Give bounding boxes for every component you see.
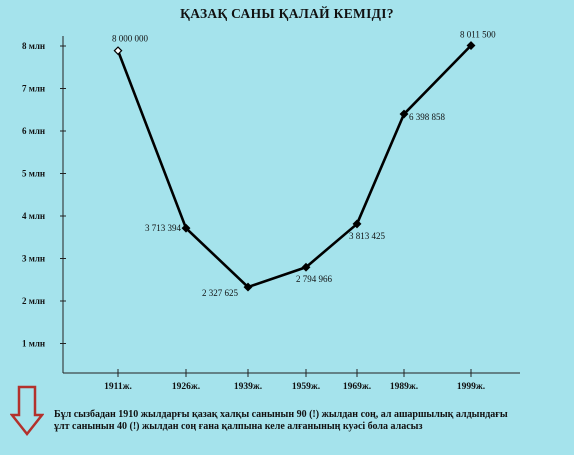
- data-point: [466, 41, 476, 50]
- data-label: 8 000 000: [112, 34, 149, 44]
- series-line: [116, 44, 472, 289]
- data-point: [399, 109, 409, 119]
- data-label: 3 713 394: [145, 223, 182, 233]
- x-tick-label: 1989ж.: [390, 382, 418, 392]
- x-tick-label: 1999ж.: [457, 382, 485, 392]
- caption-note: Бұл сызбадан 1910 жылдарғы қазақ халқы с…: [54, 409, 564, 433]
- data-point: [113, 46, 123, 56]
- data-point: [243, 282, 253, 292]
- x-tick-label: 1939ж.: [234, 382, 262, 392]
- data-point: [301, 262, 311, 272]
- data-label: 2 327 625: [202, 288, 239, 298]
- chart-title: ҚАЗАҚ САНЫ ҚАЛАЙ КЕМІДІ?: [180, 6, 394, 21]
- data-point: [181, 223, 191, 233]
- data-label: 6 398 858: [409, 112, 446, 122]
- data-label: 3 813 425: [349, 231, 386, 241]
- chart-axes: 1 млн 2 млн 3 млн 4 млн 5 млн 6 млн 7 млн 8 млн…: [22, 36, 520, 392]
- caption-line-2: ұлт санынын 40 (!) жылдан соң ғана қалпы…: [54, 421, 423, 432]
- chart-data-labels: 8 000 000 3 713 394 2 327 625 2 794 966 3 81…: [112, 30, 496, 299]
- y-tick-label: 6 млн: [22, 126, 45, 136]
- chart-series: [113, 41, 476, 292]
- line-chart: 1 млн 2 млн 3 млн 4 млн 5 млн 6 млн 7 млн 8 млн…: [22, 30, 520, 392]
- data-point: [352, 219, 362, 229]
- x-tick-label: 1959ж.: [292, 382, 320, 392]
- data-label: 2 794 966: [296, 274, 333, 284]
- y-tick-label: 4 млн: [22, 211, 45, 221]
- caption-line-1: Бұл сызбадан 1910 жылдарғы қазақ халқы с…: [54, 409, 508, 420]
- x-tick-label: 1911ж.: [104, 382, 132, 392]
- y-tick-label: 3 млн: [22, 254, 45, 264]
- y-tick-label: 8 млн: [22, 41, 45, 51]
- x-tick-label: 1926ж.: [172, 382, 200, 392]
- y-tick-label: 7 млн: [22, 84, 45, 94]
- data-label: 8 011 500: [460, 30, 496, 40]
- y-tick-label: 2 млн: [22, 296, 45, 306]
- y-tick-label: 5 млн: [22, 169, 45, 179]
- y-tick-label: 1 млн: [22, 339, 45, 349]
- down-arrow-icon: [10, 385, 44, 437]
- x-tick-label: 1969ж.: [343, 382, 371, 392]
